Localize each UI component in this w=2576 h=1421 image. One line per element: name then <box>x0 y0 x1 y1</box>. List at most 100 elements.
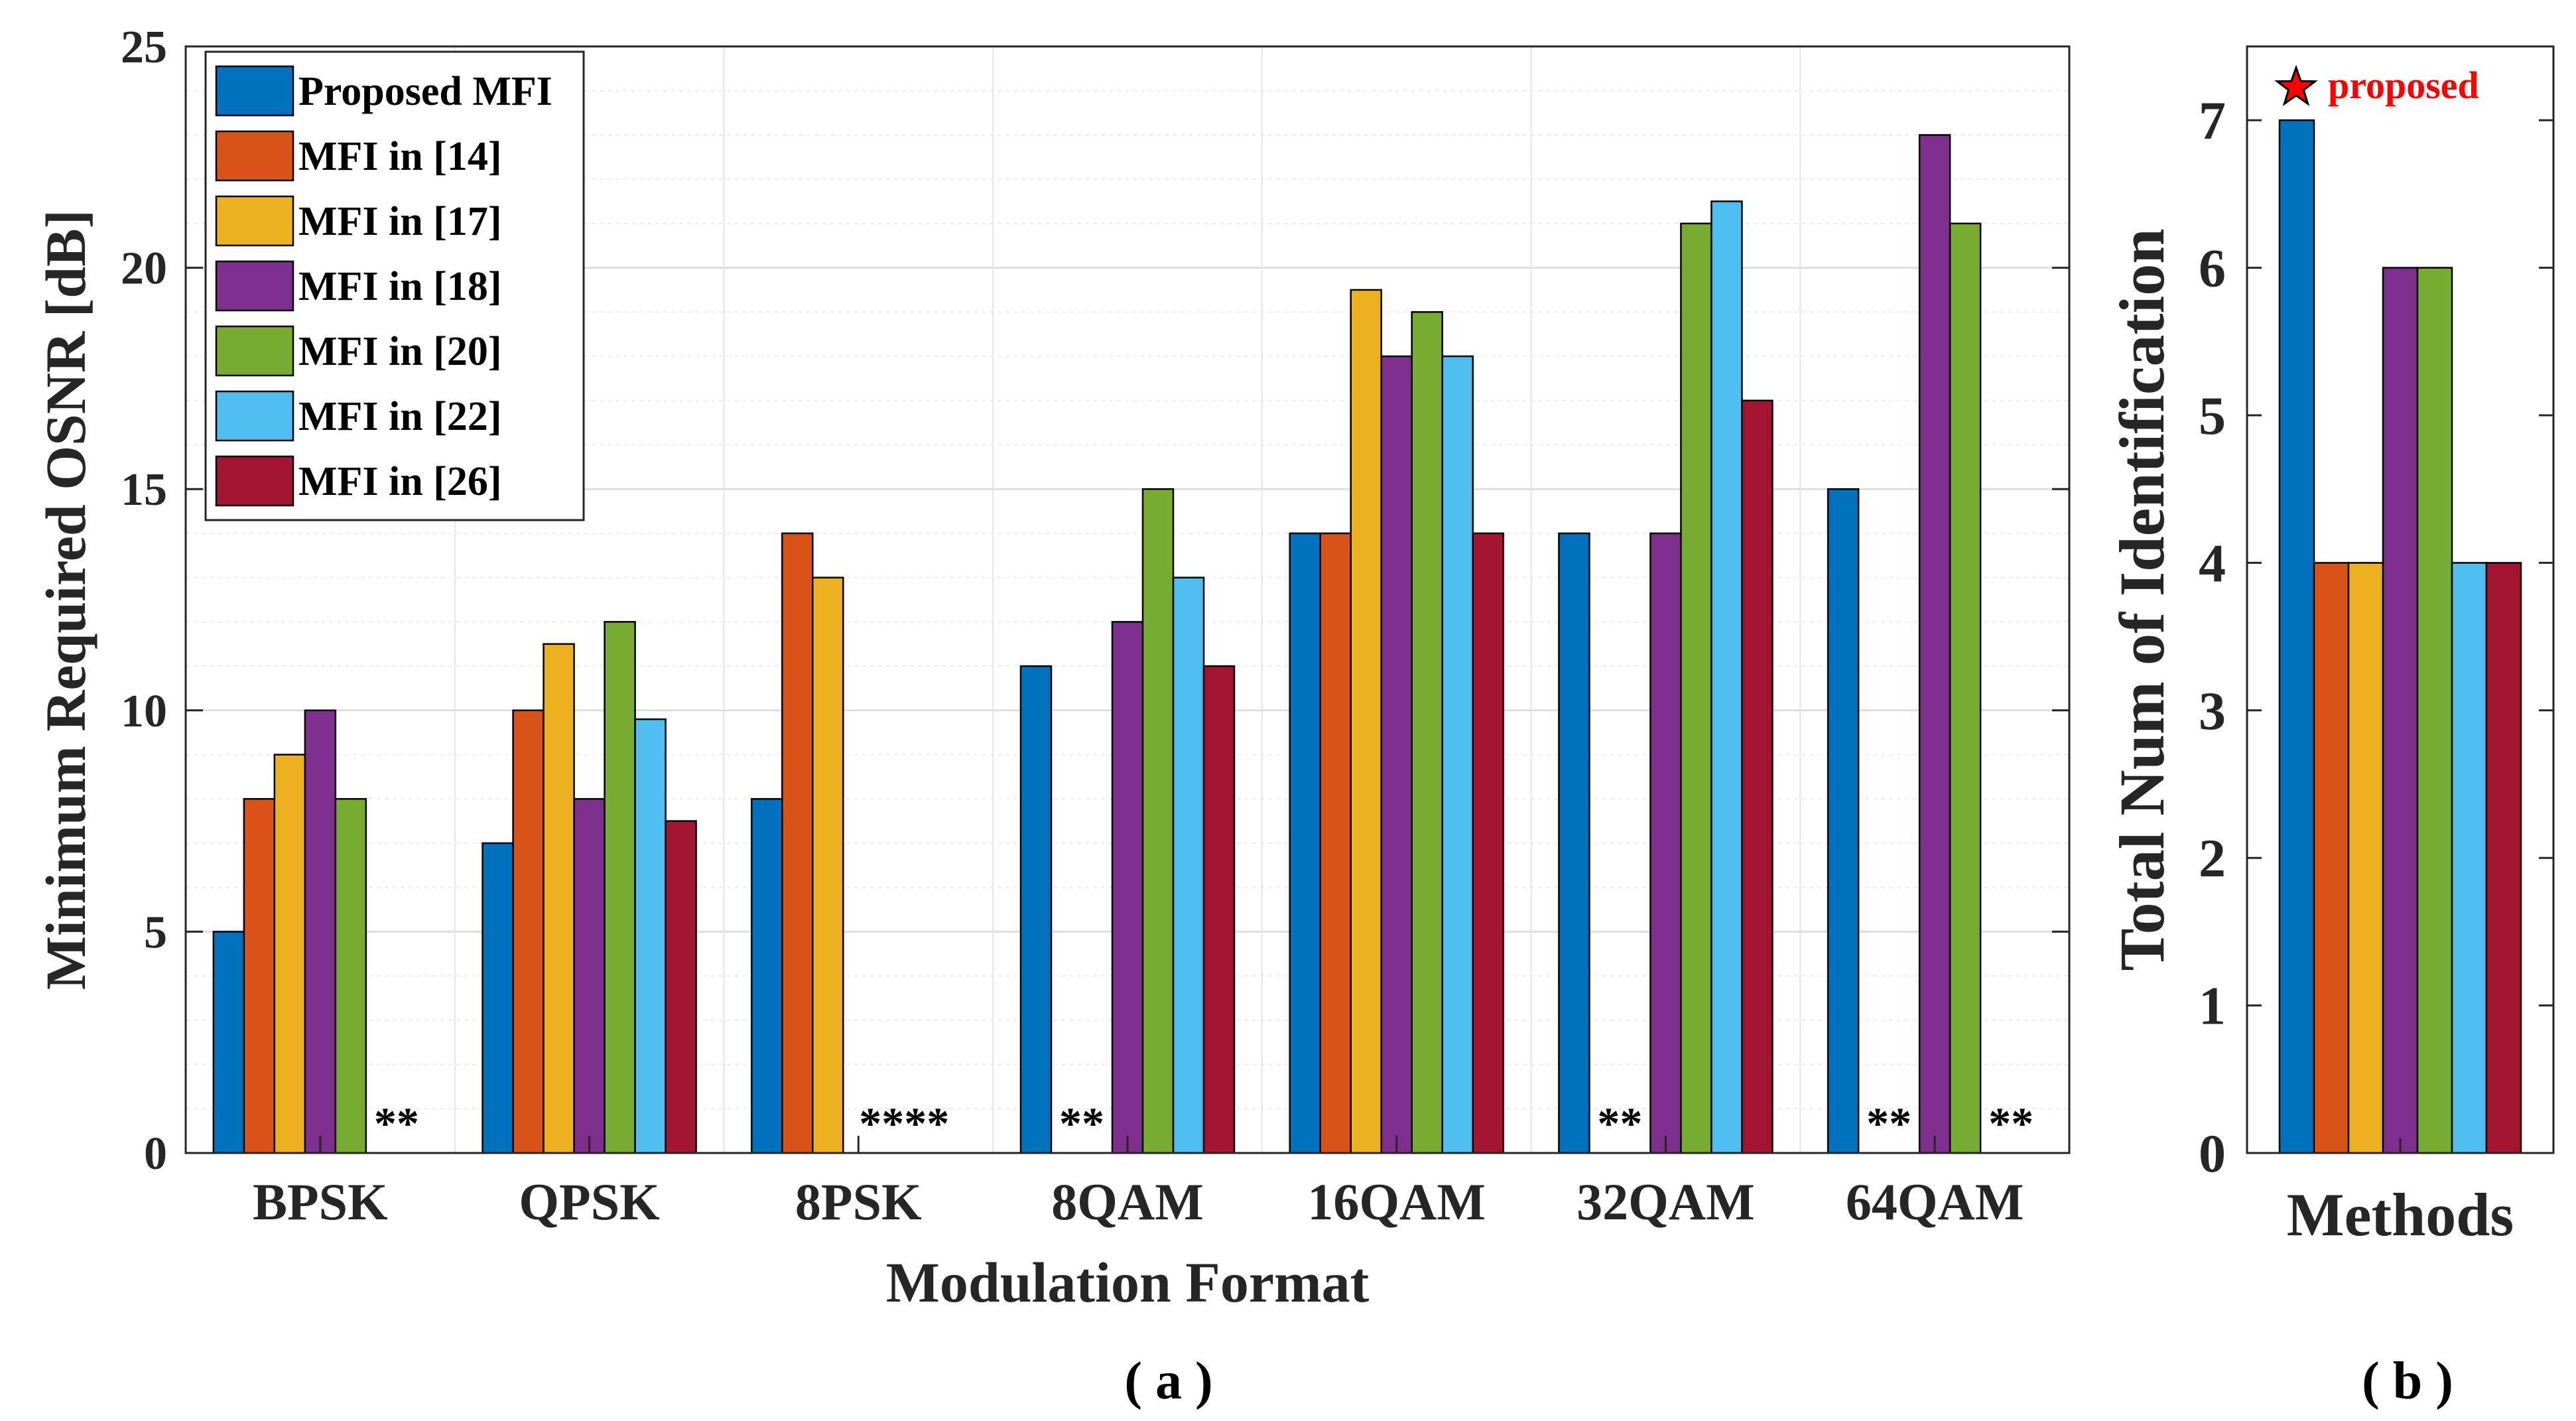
legend-swatch <box>215 390 294 442</box>
missing-data-marker: ** <box>1866 1098 1911 1148</box>
y-tick-label: 20 <box>121 243 167 295</box>
panel-a-x-ticks: BPSK QPSK 8PSK 8QAM 16QAM 32QAM 64QAM <box>253 1136 2024 1231</box>
bar-16qam-series-3 <box>1350 289 1382 1154</box>
y-tick-label: 2 <box>2199 828 2226 888</box>
proposed-label: proposed <box>2328 64 2479 107</box>
panel-a-x-axis-label: Modulation Format <box>886 1251 1370 1314</box>
bar-64qam-series-1 <box>1827 488 1860 1154</box>
bar-8psk-series-3 <box>812 576 844 1154</box>
bar-bpsk-series-2 <box>243 797 276 1154</box>
bar-8qam-series-5 <box>1141 488 1175 1154</box>
bar-bpsk-series-3 <box>273 754 306 1154</box>
legend-swatch <box>215 325 294 377</box>
legend-entry-label: MFI in [22] <box>298 394 502 439</box>
legend-swatch <box>215 260 294 312</box>
y-tick-label: 4 <box>2199 533 2226 593</box>
legend-entry-label: MFI in [17] <box>298 199 502 244</box>
bar-16qam-series-4 <box>1380 355 1413 1154</box>
bar-8qam-series-4 <box>1111 621 1144 1154</box>
bar-8qam-series-7 <box>1202 665 1236 1154</box>
bar-16qam-series-5 <box>1411 311 1443 1154</box>
panel-a-label: ( a ) <box>1124 1352 1212 1410</box>
panel-b-y-ticks: 0 1 2 3 4 5 6 7 <box>2199 90 2553 1184</box>
x-tick-label: BPSK <box>253 1173 388 1231</box>
panel-a-annotations: ** **** ** ** ** ** <box>374 1098 2033 1148</box>
panel-b-x-axis-label: Methods <box>2287 1181 2514 1249</box>
missing-data-marker: ** <box>1059 1098 1104 1148</box>
y-tick-label: 25 <box>121 22 167 73</box>
y-tick-label: 1 <box>2199 976 2226 1036</box>
panel-b-bars <box>2278 119 2522 1154</box>
panel-a-bars <box>212 134 1982 1154</box>
bar-8qam-series-6 <box>1172 576 1205 1154</box>
bar-method-2 <box>2313 562 2350 1154</box>
legend-swatch <box>215 195 294 247</box>
legend-entry-label: MFI in [26] <box>298 459 502 504</box>
x-tick-label: 8QAM <box>1051 1173 1204 1231</box>
y-tick-label: 0 <box>2199 1123 2226 1184</box>
bar-32qam-series-6 <box>1710 200 1743 1154</box>
panel-b-label: ( b ) <box>2362 1352 2453 1410</box>
bar-qpsk-series-6 <box>634 718 667 1154</box>
bar-bpsk-series-5 <box>334 797 367 1154</box>
bar-16qam-series-2 <box>1319 532 1352 1154</box>
bar-64qam-series-4 <box>1918 134 1951 1154</box>
y-tick-label: 7 <box>2199 90 2226 151</box>
y-tick-label: 3 <box>2199 681 2226 741</box>
legend-entry-label: MFI in [20] <box>298 329 502 374</box>
x-tick-label: 16QAM <box>1307 1173 1486 1231</box>
bar-qpsk-series-7 <box>665 820 697 1154</box>
legend-entry-label: MFI in [18] <box>298 264 502 309</box>
y-tick-label: 10 <box>121 686 167 737</box>
panel-b-y-axis-label: Total Num of Identification <box>2106 228 2177 971</box>
bar-qpsk-series-2 <box>512 709 545 1154</box>
bar-bpsk-series-4 <box>304 709 337 1154</box>
bar-method-1 <box>2278 119 2315 1154</box>
y-tick-label: 5 <box>144 907 167 958</box>
bar-method-6 <box>2451 562 2488 1154</box>
legend-entry-label: MFI in [14] <box>298 134 502 179</box>
bar-qpsk-series-1 <box>482 842 514 1154</box>
bar-16qam-series-1 <box>1289 532 1321 1154</box>
y-tick-label: 5 <box>2199 385 2226 446</box>
x-tick-label: QPSK <box>519 1173 660 1231</box>
bar-32qam-series-5 <box>1680 222 1712 1154</box>
bar-bpsk-series-1 <box>212 931 245 1154</box>
y-tick-label: 6 <box>2199 238 2226 299</box>
missing-data-marker: ** <box>374 1098 419 1148</box>
missing-data-marker: **** <box>859 1098 949 1148</box>
bar-32qam-series-4 <box>1649 532 1682 1154</box>
bar-16qam-series-7 <box>1472 532 1504 1154</box>
y-tick-label: 0 <box>144 1128 167 1180</box>
bar-method-4 <box>2382 267 2419 1154</box>
bar-8qam-series-1 <box>1019 665 1053 1154</box>
missing-data-marker: ** <box>1988 1098 2033 1148</box>
panel-b-chart: 0 1 2 3 4 5 6 7 proposed Total Num of Identific… <box>2106 45 2555 1410</box>
bar-qpsk-series-4 <box>573 797 606 1154</box>
x-tick-label: 32QAM <box>1577 1173 1755 1231</box>
proposed-annotation: proposed <box>2274 64 2479 107</box>
x-tick-label: 64QAM <box>1846 1173 2024 1231</box>
bar-32qam-series-7 <box>1741 399 1773 1154</box>
legend: Proposed MFI MFI in [14] MFI in [17] MFI in… <box>204 50 585 521</box>
y-tick-label: 15 <box>121 464 167 515</box>
legend-entry-label: Proposed MFI <box>298 69 552 114</box>
bar-method-5 <box>2416 267 2453 1154</box>
bar-qpsk-series-5 <box>604 621 636 1154</box>
bar-method-7 <box>2485 562 2522 1154</box>
legend-swatch <box>215 130 294 182</box>
bar-method-3 <box>2347 562 2384 1154</box>
x-tick-label: 8PSK <box>795 1173 922 1231</box>
bar-64qam-series-5 <box>1949 222 1982 1154</box>
bar-qpsk-series-3 <box>543 643 575 1154</box>
bar-32qam-series-1 <box>1558 532 1590 1154</box>
panel-a-y-ticks: 0 5 10 15 20 25 <box>121 22 2069 1180</box>
legend-swatch <box>215 65 294 117</box>
panel-a-y-axis-label: Minimum Required OSNR [dB] <box>34 210 97 990</box>
bar-8psk-series-1 <box>751 797 783 1154</box>
bar-8psk-series-2 <box>781 532 814 1154</box>
bar-16qam-series-6 <box>1441 355 1474 1154</box>
missing-data-marker: ** <box>1597 1098 1642 1148</box>
